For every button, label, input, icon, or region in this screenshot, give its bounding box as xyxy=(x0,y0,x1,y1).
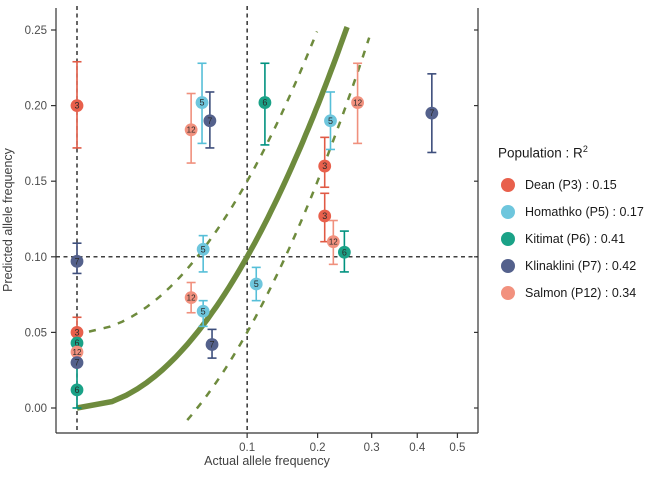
data-point xyxy=(337,245,351,259)
fit-line xyxy=(76,26,350,411)
data-point-label: 7 xyxy=(429,108,434,118)
data-point xyxy=(196,304,210,318)
data-point xyxy=(205,338,219,351)
data-point-label: 12 xyxy=(329,237,338,246)
data-point-label: 3 xyxy=(74,101,79,111)
data-point-label: 6 xyxy=(342,247,347,257)
data-point-label: 5 xyxy=(328,116,333,126)
data-point-label: 5 xyxy=(201,244,206,254)
legend-item-label: Salmon (P12) : 0.34 xyxy=(525,286,637,300)
data-point xyxy=(70,383,84,397)
data-point xyxy=(184,291,198,305)
legend-item-label: Homathko (P5) : 0.17 xyxy=(525,205,644,219)
data-point-label: 6 xyxy=(262,98,267,108)
x-tick-label: 0.5 xyxy=(449,442,465,454)
y-axis-title: Predicted allele frequency xyxy=(1,148,15,292)
y-tick-label: 0.20 xyxy=(25,101,47,113)
y-tick-label: 0.00 xyxy=(25,403,47,415)
x-axis-title: Actual allele frequency xyxy=(204,454,330,468)
data-point-label: 6 xyxy=(74,338,79,348)
legend-item-label: Klinaklini (P7) : 0.42 xyxy=(525,259,637,273)
data-point-label: 12 xyxy=(73,348,82,357)
data-point-label: 3 xyxy=(322,211,327,221)
data-point-label: 7 xyxy=(74,358,79,368)
y-tick-label: 0.15 xyxy=(25,176,47,188)
legend-title-superscript: 2 xyxy=(582,144,588,154)
data-point-label: 5 xyxy=(200,98,205,108)
confidence-band-lower xyxy=(186,37,371,421)
legend-item: Klinaklini (P7) : 0.42 xyxy=(498,253,644,280)
data-point xyxy=(203,114,217,128)
legend-item: Dean (P3) : 0.15 xyxy=(498,172,644,199)
x-tick-label: 0.4 xyxy=(409,442,426,454)
x-tick-label: 0.1 xyxy=(239,442,255,454)
data-point-label: 7 xyxy=(207,116,212,126)
data-point xyxy=(318,159,332,173)
data-point-label: 3 xyxy=(74,327,79,337)
confidence-band-upper xyxy=(88,31,319,333)
legend-item-label: Dean (P3) : 0.15 xyxy=(525,178,617,192)
data-point-label: 5 xyxy=(254,279,259,289)
data-point xyxy=(258,96,272,109)
data-point-label: 12 xyxy=(187,293,196,302)
legend-items: Dean (P3) : 0.15 Homathko (P5) : 0.17 Kiti… xyxy=(498,172,644,307)
y-tick-label: 0.05 xyxy=(25,327,47,339)
data-point xyxy=(70,336,84,350)
y-tick-label: 0.25 xyxy=(25,25,47,37)
data-point xyxy=(326,235,340,249)
data-point-label: 6 xyxy=(74,385,79,395)
data-point-label: 12 xyxy=(187,126,196,135)
legend-title: Population : R2 xyxy=(498,144,644,161)
data-point xyxy=(70,99,84,112)
data-point-label: 7 xyxy=(210,340,215,350)
legend-item: Salmon (P12) : 0.34 xyxy=(498,280,644,307)
data-point xyxy=(318,209,332,223)
y-tick-label: 0.10 xyxy=(25,252,47,264)
legend-item: Homathko (P5) : 0.17 xyxy=(498,199,644,226)
legend-item: Kitimat (P6) : 0.41 xyxy=(498,226,644,253)
data-point-label: 7 xyxy=(74,256,79,266)
data-point xyxy=(70,356,84,370)
data-point xyxy=(324,114,337,128)
data-point xyxy=(195,96,209,109)
legend-swatch-icon xyxy=(501,205,515,219)
data-point xyxy=(351,96,364,109)
legend-item-label: Kitimat (P6) : 0.41 xyxy=(525,232,626,246)
data-point xyxy=(196,242,210,256)
data-point xyxy=(70,326,84,339)
data-point xyxy=(425,106,439,120)
legend-swatch-icon xyxy=(501,178,515,192)
data-point-label: 5 xyxy=(201,306,206,316)
legend-swatch-icon xyxy=(501,286,515,300)
x-tick-label: 0.3 xyxy=(364,442,380,454)
data-point-label: 12 xyxy=(353,98,362,107)
data-point xyxy=(70,254,84,268)
x-tick-label: 0.2 xyxy=(310,442,326,454)
data-point-label: 3 xyxy=(322,161,327,171)
legend: Population : R2 Dean (P3) : 0.15 Homathko… xyxy=(498,144,644,307)
data-point xyxy=(184,123,198,137)
legend-title-text: Population : R xyxy=(498,145,583,161)
legend-swatch-icon xyxy=(501,232,515,246)
data-point xyxy=(70,345,84,359)
data-point xyxy=(249,277,263,291)
legend-swatch-icon xyxy=(501,259,515,273)
